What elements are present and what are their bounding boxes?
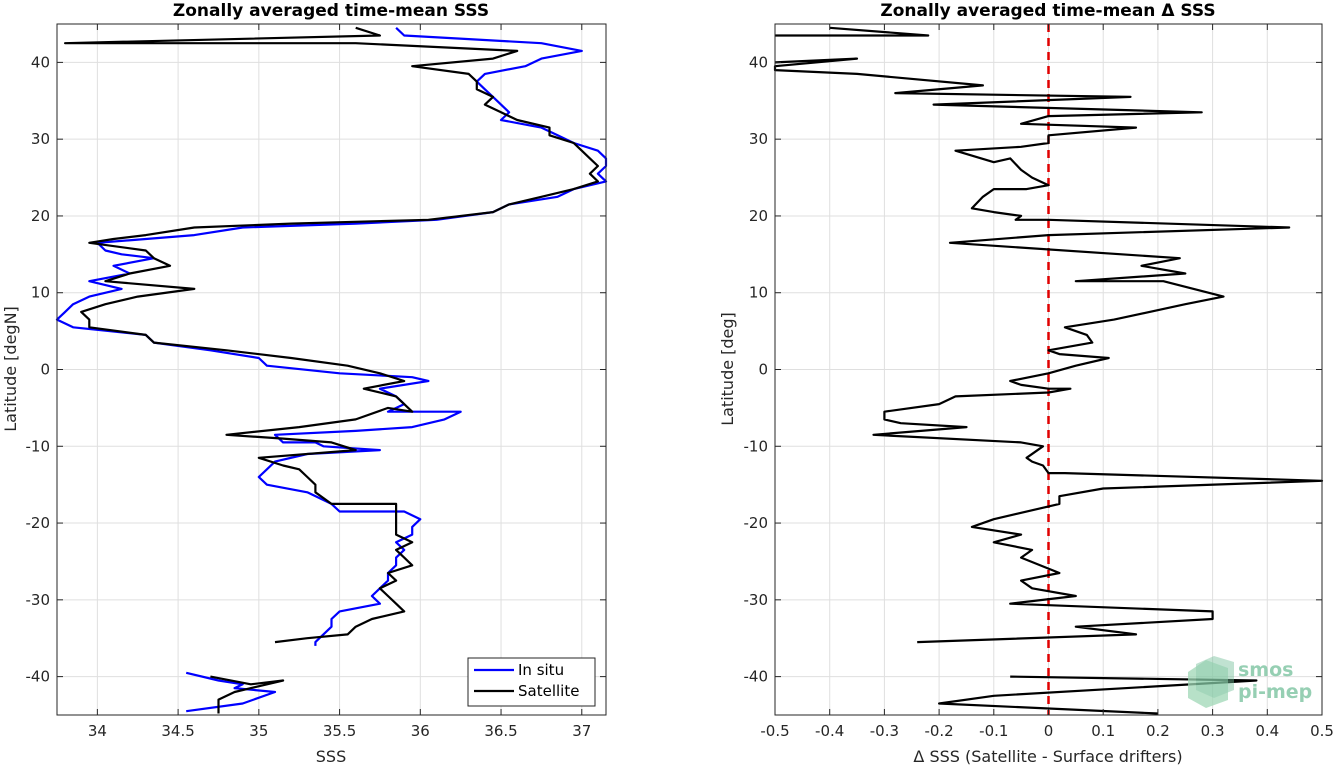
right-x-tick-label: -0.2 [924, 722, 953, 740]
right-plot-ticks: -0.5 -0.4 -0.3 -0.2 -0.1 0 0.1 0.2 0.3 0.4 0.5 -40 -… [744, 24, 1333, 740]
right-y-tick-label: 0 [758, 361, 768, 379]
left-plot-ylabel: Latitude [degN] [1, 306, 20, 432]
left-plot-ticks: 34 34.5 35 35.5 36 36.5 37 -40 -30 -20 -10 0 10 20 30 4… [26, 24, 606, 740]
left-x-tick-label: 36.5 [484, 722, 517, 740]
right-series-1-line [775, 26, 930, 37]
left-y-tick-label: -20 [26, 514, 51, 532]
right-x-tick-label: 0 [1044, 722, 1054, 740]
right-plot: -0.5 -0.4 -0.3 -0.2 -0.1 0 0.1 0.2 0.3 0.4 0.5 -40 -… [718, 1, 1333, 765]
right-y-tick-label: 30 [749, 130, 768, 148]
right-x-tick-label: -0.4 [815, 722, 844, 740]
logo-shape-icon [1188, 660, 1228, 708]
right-plot-ylabel: Latitude [deg] [718, 312, 737, 426]
left-x-tick-label: 35.5 [323, 722, 356, 740]
left-plot-title: Zonally averaged time-mean SSS [173, 1, 489, 21]
left-y-tick-label: 30 [31, 130, 50, 148]
right-series-1-line [773, 57, 1324, 644]
right-x-tick-label: -0.1 [979, 722, 1008, 740]
right-x-tick-label: -0.3 [870, 722, 899, 740]
legend-label-satellite: Satellite [518, 682, 579, 700]
left-x-tick-label: 34 [88, 722, 107, 740]
left-y-tick-label: 40 [31, 53, 50, 71]
right-y-tick-label: -30 [744, 591, 769, 609]
right-y-tick-label: 10 [749, 284, 768, 302]
right-y-tick-label: -40 [744, 668, 769, 686]
legend-label-in-situ: In situ [518, 661, 564, 679]
left-plot: 34 34.5 35 35.5 36 36.5 37 -40 -30 -20 -10 0 10 20 30 4… [1, 1, 608, 765]
right-x-tick-label: 0.1 [1091, 722, 1115, 740]
right-y-tick-label: -20 [744, 514, 769, 532]
smos-pi-mep-logo: smos pi-mep [1188, 656, 1312, 708]
right-plot-series [773, 26, 1324, 715]
left-plot-series [55, 26, 608, 714]
left-x-tick-label: 37 [572, 722, 591, 740]
left-y-tick-label: -10 [26, 437, 51, 455]
right-x-tick-label: 0.2 [1146, 722, 1170, 740]
legend: In situ Satellite [467, 657, 596, 707]
left-y-tick-label: -40 [26, 668, 51, 686]
legend-box [467, 657, 596, 707]
right-plot-title: Zonally averaged time-mean Δ SSS [880, 1, 1215, 21]
left-satellite-line [210, 675, 285, 714]
left-y-tick-label: 10 [31, 284, 50, 302]
right-plot-xlabel: Δ SSS (Satellite - Surface drifters) [913, 747, 1182, 765]
left-satellite-line [63, 26, 600, 644]
logo-line1: smos [1238, 659, 1293, 681]
left-x-tick-label: 36 [411, 722, 430, 740]
right-x-tick-label: -0.5 [760, 722, 789, 740]
right-x-tick-label: 0.3 [1201, 722, 1225, 740]
left-in-situ-line [185, 671, 277, 713]
right-x-tick-label: 0.4 [1255, 722, 1279, 740]
left-y-tick-label: 0 [40, 361, 50, 379]
logo-shape-overlay-icon [1196, 656, 1234, 698]
right-y-tick-label: -10 [744, 437, 769, 455]
logo-line2: pi-mep [1238, 681, 1312, 703]
left-x-tick-label: 34.5 [161, 722, 194, 740]
right-y-tick-label: 20 [749, 207, 768, 225]
right-y-tick-label: 40 [749, 53, 768, 71]
left-plot-xlabel: SSS [316, 747, 346, 765]
left-y-tick-label: -30 [26, 591, 51, 609]
left-x-tick-label: 35 [249, 722, 268, 740]
right-series-1-line [937, 675, 1258, 715]
right-x-tick-label: 0.5 [1310, 722, 1333, 740]
left-y-tick-label: 20 [31, 207, 50, 225]
